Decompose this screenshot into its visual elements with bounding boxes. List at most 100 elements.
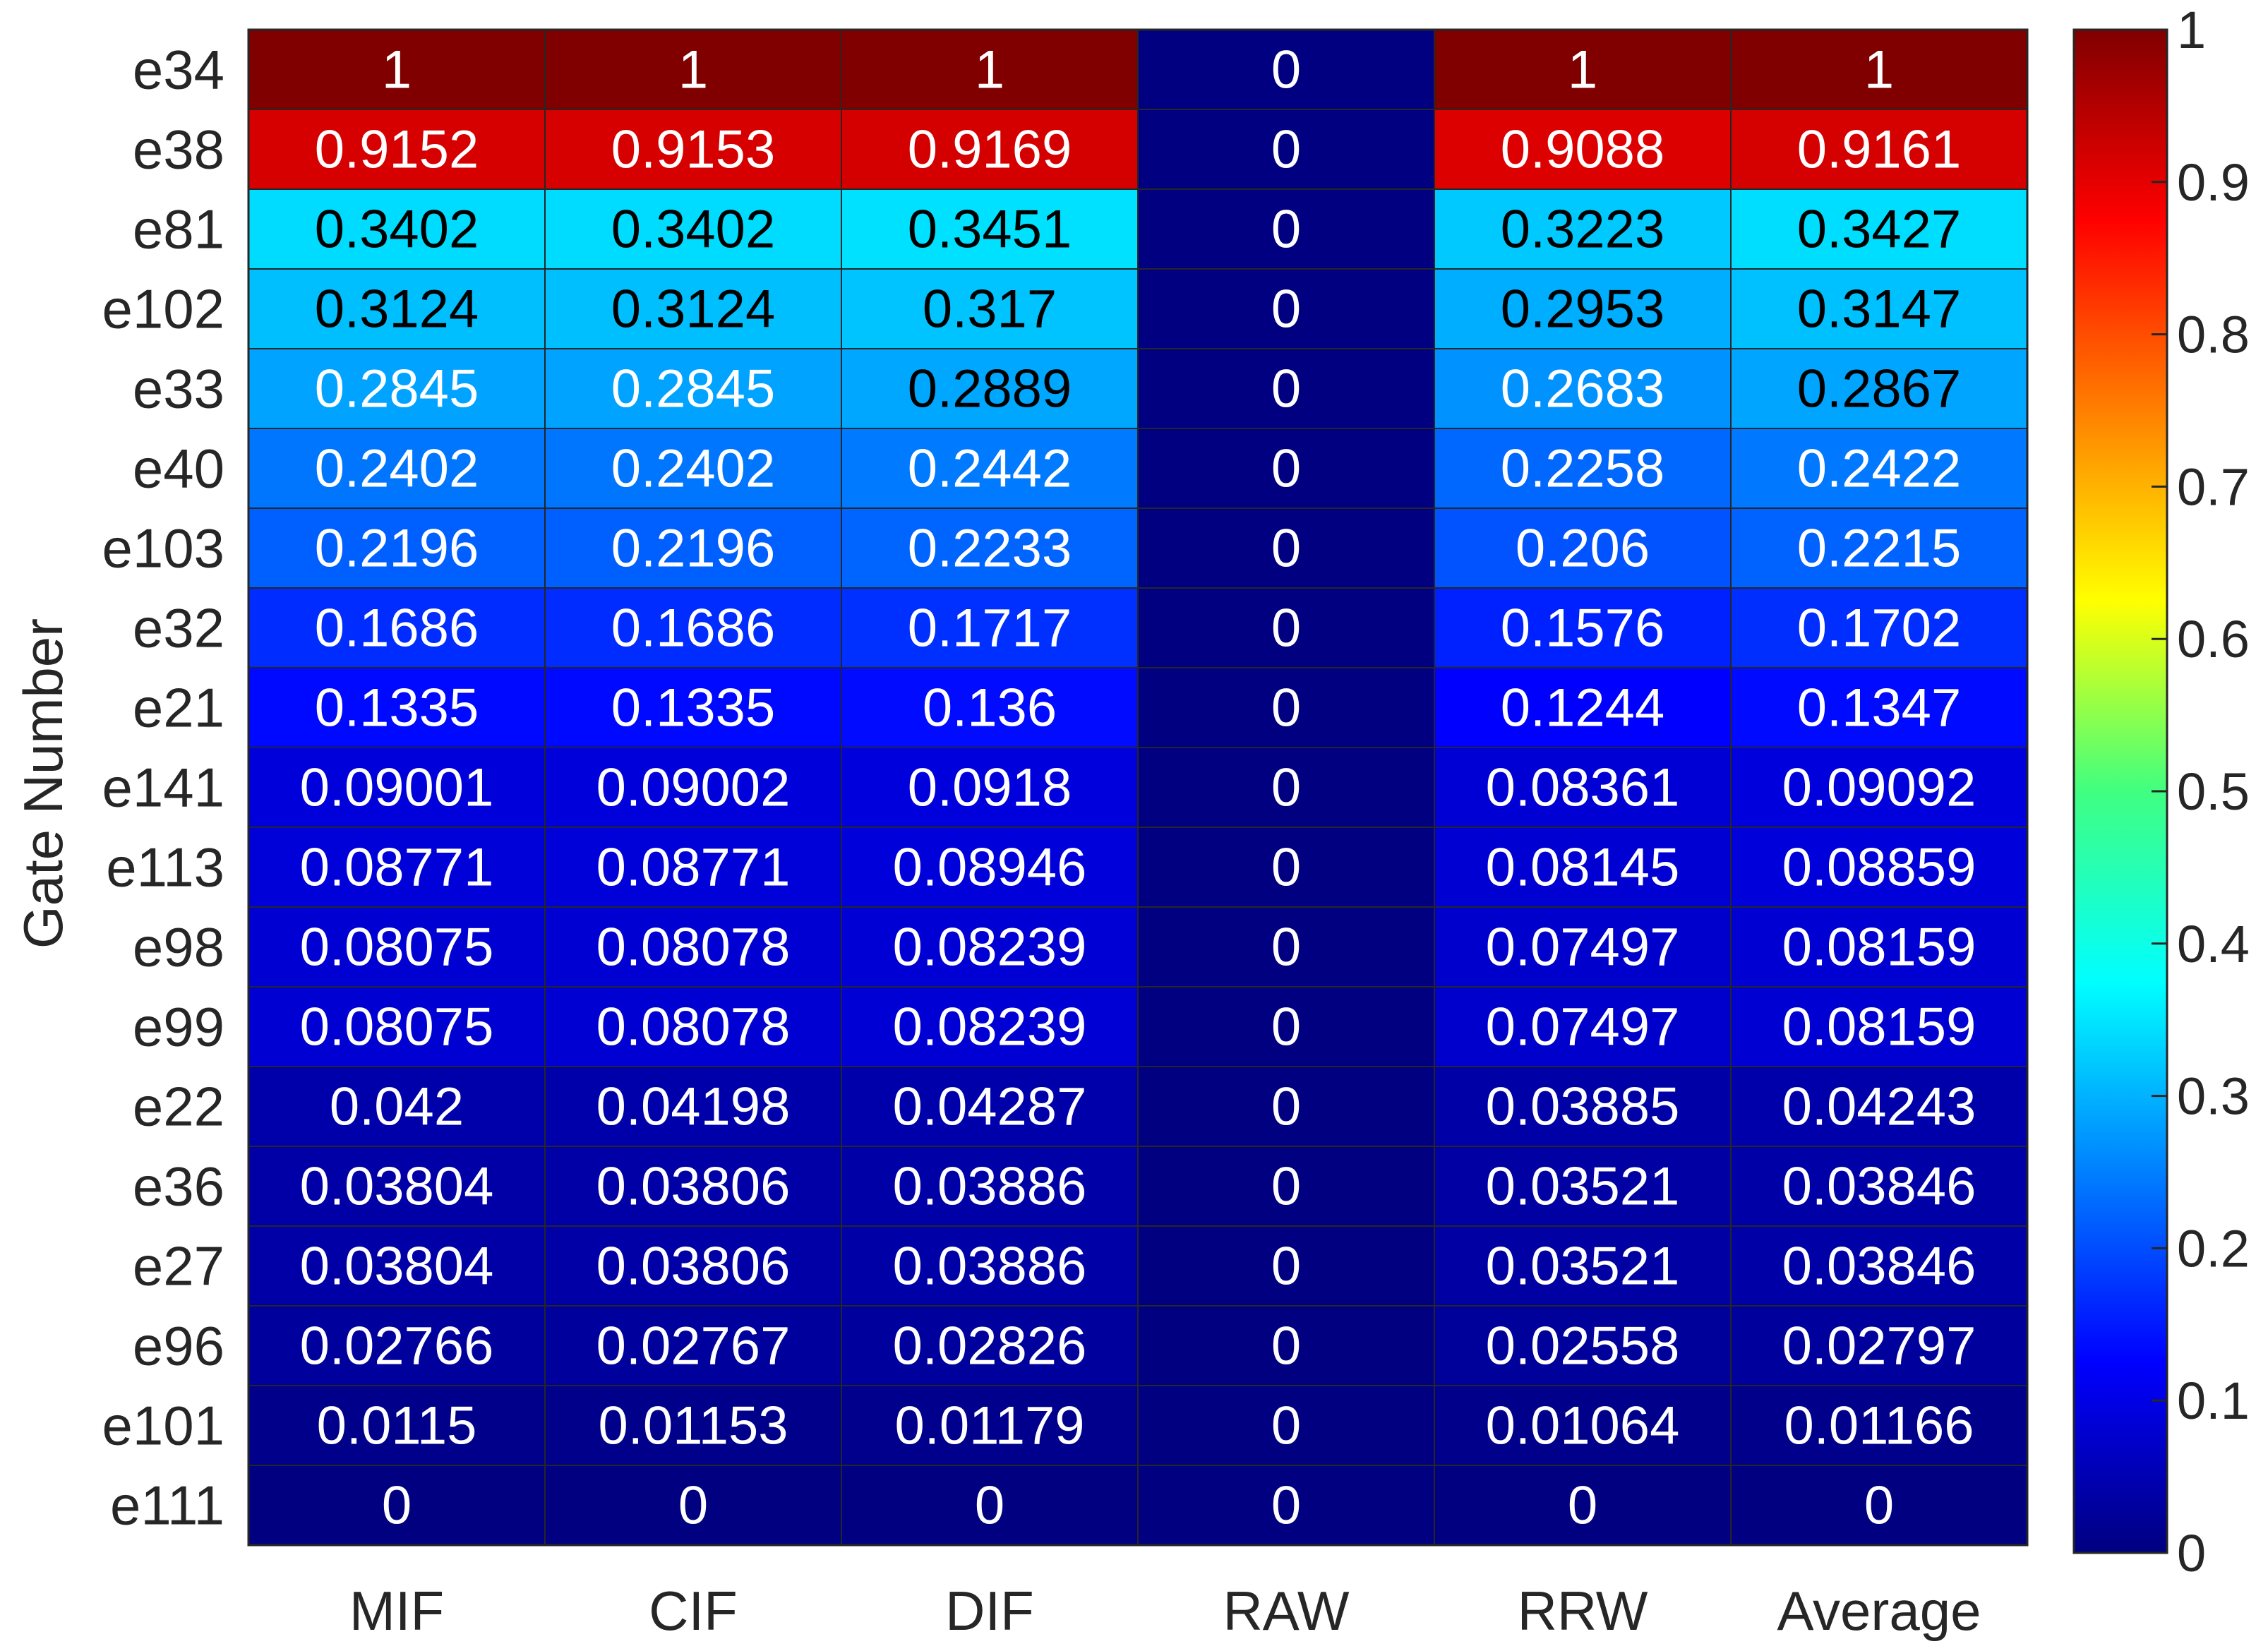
cell-value-label: 0.08159 [1782, 918, 1976, 978]
cell-value-label: 0.3223 [1501, 200, 1664, 260]
heatmap-cell [544, 986, 842, 1067]
cell-value-label: 0 [1271, 599, 1301, 659]
heatmap-cell [1730, 1385, 2028, 1466]
heatmap-cell [248, 1225, 546, 1307]
colorbar-tick-label: 0.7 [2177, 457, 2250, 516]
heatmap-cell [1434, 1146, 1732, 1227]
cell-value-label: 1 [1864, 40, 1894, 100]
heatmap-cell [841, 188, 1139, 270]
cell-value-label: 0.08771 [596, 838, 791, 898]
heatmap-cell [544, 188, 842, 270]
cell-value-label: 0.07497 [1486, 918, 1680, 978]
heatmap-cell [1434, 747, 1732, 828]
heatmap-cell [248, 1385, 546, 1466]
colorbar: 0 0.1 0.2 0.3 0.4 0.5 0.6 0.7 0.8 0.9 1 [2072, 1, 2250, 1583]
y-tick-label: e22 [133, 1076, 224, 1138]
colorbar-tick-label: 1 [2177, 1, 2206, 59]
heatmap-cell [544, 1225, 842, 1307]
cell-value-label: 0.03885 [1486, 1077, 1680, 1137]
heatmap-cell [841, 587, 1139, 668]
heatmap-cell [1434, 29, 1732, 110]
cell-value-label: 0.9161 [1797, 120, 1961, 180]
cell-value-label: 1 [382, 40, 412, 100]
colorbar-tick-label: 0.8 [2177, 306, 2250, 364]
cell-value-label: 0.1702 [1797, 599, 1961, 659]
heatmap-cell [544, 667, 842, 748]
cell-value-label: 0.09092 [1782, 758, 1976, 818]
cell-value-label: 0.08078 [596, 918, 791, 978]
cell-value-label: 0.9169 [908, 120, 1072, 180]
cell-value-label: 0.2845 [611, 359, 775, 419]
cell-value-label: 0.3147 [1797, 280, 1961, 340]
heatmap-cell [1434, 1465, 1732, 1546]
heatmap-cell [248, 508, 546, 589]
cell-value-label: 0.1717 [908, 599, 1072, 659]
heatmap-cell [544, 906, 842, 987]
heatmap-cell [1730, 29, 2028, 110]
cell-value-label: 0.2233 [908, 519, 1072, 579]
cell-value-label: 0.9152 [315, 120, 479, 180]
cell-value-label: 0.1347 [1797, 678, 1961, 738]
heatmap-cell [248, 1305, 546, 1386]
cell-value-label: 0.2845 [315, 359, 479, 419]
cell-value-label: 0.3124 [611, 280, 775, 340]
cell-value-label: 0.03804 [300, 1157, 494, 1217]
cell-value-label: 0 [382, 1476, 412, 1536]
heatmap-cell [1434, 986, 1732, 1067]
heatmap-cell [1137, 29, 1435, 110]
y-tick-label: e96 [133, 1315, 224, 1377]
heatmap-cell [1730, 508, 2028, 589]
heatmap-cell [1434, 667, 1732, 748]
heatmap-cell-labels: 1 1 1 0 1 1 0.9152 0.9153 0.9169 0 0.9088 0.9161 0.3… [300, 40, 1976, 1536]
y-tick-label: e103 [102, 517, 224, 580]
cell-value-label: 0.03846 [1782, 1237, 1976, 1297]
cell-value-label: 0.1576 [1501, 599, 1664, 659]
cell-value-label: 0.08075 [300, 918, 494, 978]
heatmap-cell [248, 747, 546, 828]
heatmap-cell [1137, 587, 1435, 668]
heatmap-cell [248, 428, 546, 509]
heatmap-cell [544, 1146, 842, 1227]
heatmap-cell [841, 667, 1139, 748]
cell-value-label: 0.03804 [300, 1237, 494, 1297]
cell-value-label: 0.1335 [611, 678, 775, 738]
y-tick-label: e101 [102, 1395, 224, 1457]
cell-value-label: 0 [1271, 120, 1301, 180]
cell-value-label: 0.02826 [893, 1316, 1087, 1376]
cell-value-label: 0.0918 [908, 758, 1072, 818]
cell-value-label: 0.08771 [300, 838, 494, 898]
cell-value-label: 0.03806 [596, 1237, 791, 1297]
heatmap-cell [1137, 508, 1435, 589]
heatmap-cell [248, 986, 546, 1067]
y-tick-label: e21 [133, 677, 224, 739]
colorbar-tick-label: 0.3 [2177, 1067, 2250, 1126]
cell-value-label: 0.03886 [893, 1157, 1087, 1217]
heatmap-cell [1730, 1066, 2028, 1147]
cell-value-label: 0 [1271, 40, 1301, 100]
heatmap-cell [248, 827, 546, 908]
colorbar-tick-label: 0.6 [2177, 610, 2250, 668]
heatmap-cell [1434, 428, 1732, 509]
cell-value-label: 0.317 [923, 280, 1057, 340]
cell-value-label: 0.02767 [596, 1316, 791, 1376]
heatmap-cell [1137, 1385, 1435, 1466]
heatmap-cell [1730, 1305, 2028, 1386]
heatmap-cell [544, 29, 842, 110]
cell-value-label: 0 [1271, 1316, 1301, 1376]
cell-value-label: 0.9088 [1501, 120, 1664, 180]
y-tick-label: e27 [133, 1235, 224, 1297]
cell-value-label: 0.02797 [1782, 1316, 1976, 1376]
cell-value-label: 0 [1568, 1476, 1597, 1536]
heatmap-cells [247, 28, 2029, 1547]
heatmap-cell [1137, 109, 1435, 190]
cell-value-label: 0.03521 [1486, 1157, 1680, 1217]
cell-value-label: 0.136 [923, 678, 1057, 738]
cell-value-label: 0 [1271, 439, 1301, 499]
heatmap-cell [841, 1146, 1139, 1227]
heatmap-cell [1434, 1066, 1732, 1147]
cell-value-label: 0.07497 [1486, 997, 1680, 1057]
cell-value-label: 0.1244 [1501, 678, 1664, 738]
heatmap-cell [1137, 268, 1435, 349]
cell-value-label: 0 [1271, 519, 1301, 579]
